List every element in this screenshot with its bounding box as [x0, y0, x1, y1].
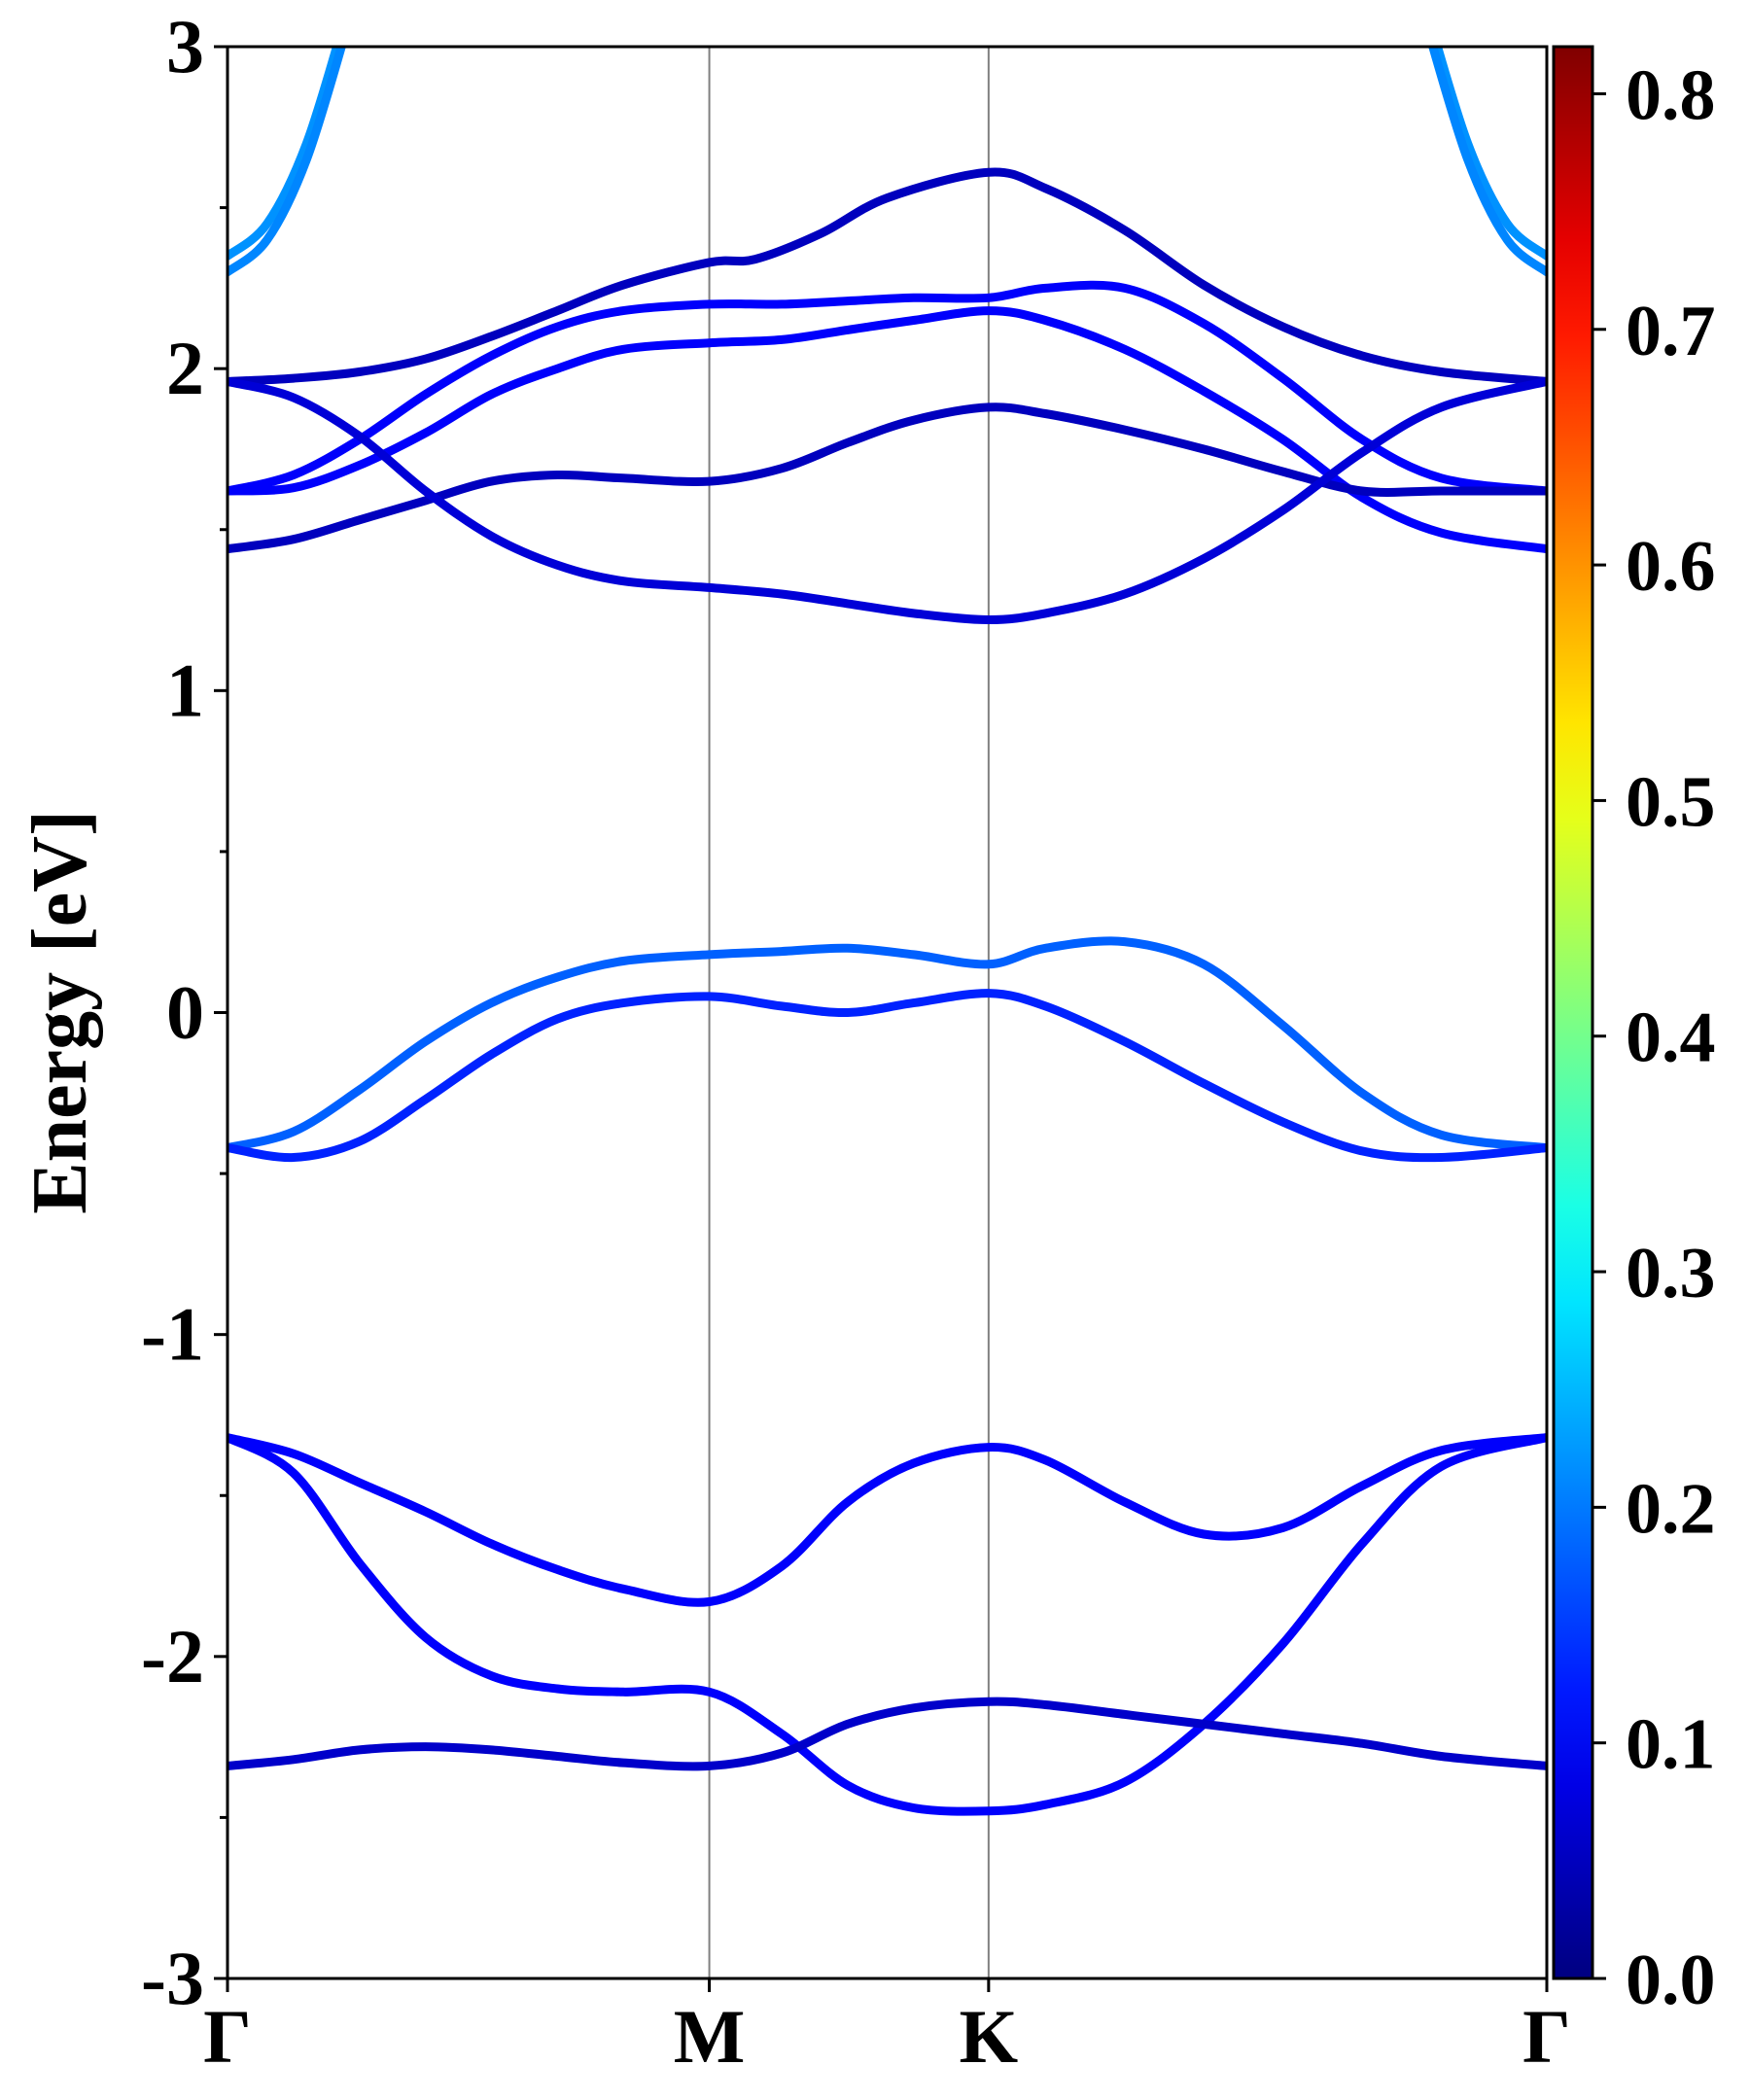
y-tick-label: 1 — [166, 648, 204, 732]
band-line-5 — [228, 167, 1547, 386]
bands-group — [228, 47, 1547, 1816]
high-symmetry-lines — [708, 47, 990, 1978]
band-line-7 — [228, 306, 1547, 554]
band-line-3 — [1432, 47, 1547, 261]
band-line-11 — [228, 989, 1547, 1163]
x-tick-label: K — [960, 1994, 1019, 2079]
colorbar-frame — [1552, 45, 1594, 1980]
colorbar-tick-label: 0.2 — [1626, 1469, 1716, 1549]
x-tick-label: M — [674, 1994, 746, 2079]
colorbar-tick-label: 0.6 — [1626, 527, 1716, 607]
colorbar-tick-label: 0.4 — [1626, 998, 1716, 1078]
colorbar-ticks: 0.0 0.1 0.2 0.3 0.4 0.5 0.6 0.7 0.8 — [1592, 55, 1716, 2020]
band-line-14 — [228, 1697, 1547, 1771]
x-tick-label: Γ — [1522, 1994, 1571, 2079]
y-tick-label: -1 — [141, 1292, 204, 1377]
y-tick-label: 2 — [166, 326, 204, 410]
y-axis-label: Energy [eV] — [18, 810, 103, 1213]
band-line-9 — [228, 376, 1547, 624]
band-line-4 — [1428, 47, 1547, 277]
colorbar-tick-label: 0.8 — [1626, 55, 1716, 135]
band-line-6 — [228, 280, 1547, 496]
band-line-12 — [228, 1433, 1547, 1607]
y-tick-label: 3 — [166, 4, 204, 88]
colorbar-tick-label: 0.3 — [1626, 1234, 1716, 1313]
y-tick-label: 0 — [166, 970, 204, 1055]
band-line-8 — [228, 402, 1547, 554]
colorbar-tick-label: 0.1 — [1626, 1705, 1716, 1785]
band-line-10 — [228, 936, 1547, 1153]
colorbar: 0.0 0.1 0.2 0.3 0.4 0.5 0.6 0.7 0.8 — [1552, 45, 1716, 2020]
y-tick-label: -3 — [141, 1936, 204, 2020]
x-tick-label: Γ — [203, 1994, 252, 2079]
band-line-2 — [228, 47, 346, 277]
colorbar-tick-label: 0.0 — [1626, 1941, 1716, 2020]
band-line-13 — [228, 1433, 1547, 1816]
band-line-1 — [228, 47, 342, 261]
y-tick-label: -2 — [141, 1614, 204, 1698]
colorbar-tick-label: 0.5 — [1626, 762, 1716, 842]
colorbar-gradient — [1554, 47, 1592, 1978]
colorbar-tick-label: 0.7 — [1626, 292, 1716, 371]
y-axis: -3 -2 -1 0 1 2 3 — [141, 4, 228, 2020]
